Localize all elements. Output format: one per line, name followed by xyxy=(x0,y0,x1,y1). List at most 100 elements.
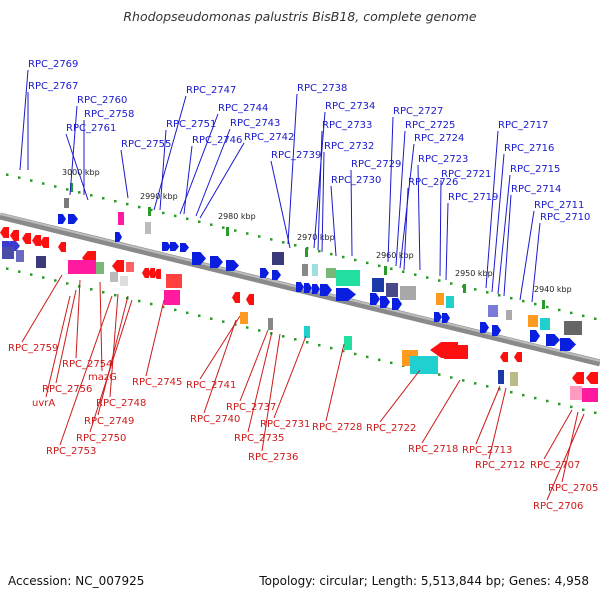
tick-dot xyxy=(90,288,93,291)
gene-arrow xyxy=(312,284,320,294)
tick-dot xyxy=(582,314,585,318)
tick-dot xyxy=(6,173,9,176)
gene-block xyxy=(326,268,336,278)
gene-block xyxy=(2,247,14,259)
gene-block xyxy=(268,318,273,330)
leader-line xyxy=(45,295,71,398)
tick-dot xyxy=(246,326,249,329)
gene-arrow xyxy=(162,242,171,251)
gene-label: RPC_2738 xyxy=(297,83,347,94)
scale-label: 2960 kbp xyxy=(376,251,414,260)
gene-block xyxy=(400,286,416,300)
tick-dot xyxy=(30,179,33,182)
genome-title: Rhodopseudomonas palustris BisB18, compl… xyxy=(123,9,477,24)
tick-dot xyxy=(150,208,153,212)
tick-dot xyxy=(342,349,345,353)
tick-dot xyxy=(510,390,513,394)
gene-arrow xyxy=(514,352,522,362)
leader-line xyxy=(445,202,449,281)
gene-label: RPC_2724 xyxy=(414,133,464,144)
tick-dot xyxy=(210,223,213,226)
tick-dot xyxy=(42,276,45,279)
gene-label: RPC_2749 xyxy=(84,416,134,427)
tick-dot xyxy=(138,205,141,209)
tick-dot xyxy=(222,226,225,229)
tick-dot xyxy=(426,276,429,279)
leader-line xyxy=(313,111,326,249)
gene-block xyxy=(304,326,310,338)
tick-dot xyxy=(546,399,549,403)
tick-dot xyxy=(594,411,597,415)
gene-label: RPC_2718 xyxy=(408,444,458,455)
gene-block xyxy=(344,336,352,350)
top-label-lines xyxy=(19,69,541,303)
tick-dot xyxy=(546,305,549,309)
gene-block xyxy=(386,283,398,297)
tick-dot xyxy=(522,393,525,397)
scale-tick xyxy=(463,284,466,293)
leader-line xyxy=(195,128,231,217)
gene-arrow xyxy=(260,268,269,278)
tick-dot xyxy=(90,194,93,197)
leader-line xyxy=(203,319,237,414)
gene-label: RPC_2721 xyxy=(441,169,491,180)
tick-dot xyxy=(570,311,573,315)
gene-block xyxy=(36,256,46,268)
tick-dot xyxy=(6,267,9,270)
tick-dot xyxy=(378,358,381,362)
gene-label: RPC_2753 xyxy=(46,446,96,457)
gene-arrow xyxy=(530,330,540,342)
tick-dot xyxy=(18,176,21,179)
gene-arrow xyxy=(142,268,149,278)
leader-line xyxy=(273,335,307,419)
leader-line xyxy=(261,333,281,452)
tick-dot xyxy=(282,335,285,338)
tick-dot xyxy=(66,282,69,285)
scale-label: 2990 kbp xyxy=(140,192,178,201)
gene-label: RPC_2760 xyxy=(77,95,127,106)
gene-arrow xyxy=(0,227,9,238)
leader-line xyxy=(145,299,165,377)
leader-line xyxy=(69,105,78,196)
gene-block xyxy=(336,270,360,286)
tick-dot xyxy=(258,329,261,332)
gene-block xyxy=(446,296,454,308)
tick-dot xyxy=(594,317,597,321)
gene-arrow xyxy=(392,298,402,310)
tick-dot xyxy=(534,396,537,400)
tick-dot xyxy=(378,264,381,268)
tick-dot xyxy=(318,343,321,347)
tick-dot xyxy=(54,279,57,282)
gene-arrow xyxy=(304,283,312,293)
gene-label: RPC_2723 xyxy=(418,154,468,165)
gene-arrow xyxy=(492,325,501,336)
tick-dot xyxy=(234,323,237,326)
tick-dot xyxy=(270,238,273,241)
leader-line xyxy=(317,130,323,251)
tick-dot xyxy=(186,311,189,315)
leader-line xyxy=(421,379,461,444)
leader-line xyxy=(531,222,541,303)
tick-dot xyxy=(414,273,417,276)
gene-label: RPC_2716 xyxy=(504,143,554,154)
tick-dot xyxy=(474,288,477,291)
gene-label: RPC_2737 xyxy=(226,402,276,413)
gene-block xyxy=(110,272,118,282)
gene-block xyxy=(488,305,498,317)
gene-block xyxy=(145,222,151,234)
tick-dot xyxy=(294,244,297,247)
gene-arrow xyxy=(442,313,450,323)
gene-label: RPC_2739 xyxy=(271,150,321,161)
leader-line xyxy=(387,116,394,263)
gene-label: RPC_2756 xyxy=(42,384,92,395)
gene-arrow xyxy=(380,296,390,308)
gene-block xyxy=(528,315,538,327)
gene-arrow xyxy=(246,294,254,305)
tick-dot xyxy=(78,191,81,194)
leader-line xyxy=(503,194,512,297)
gene-label: RPC_2733 xyxy=(322,120,372,131)
tick-dot xyxy=(510,296,513,300)
gene-block xyxy=(96,262,104,274)
gene-arrow xyxy=(370,293,380,305)
